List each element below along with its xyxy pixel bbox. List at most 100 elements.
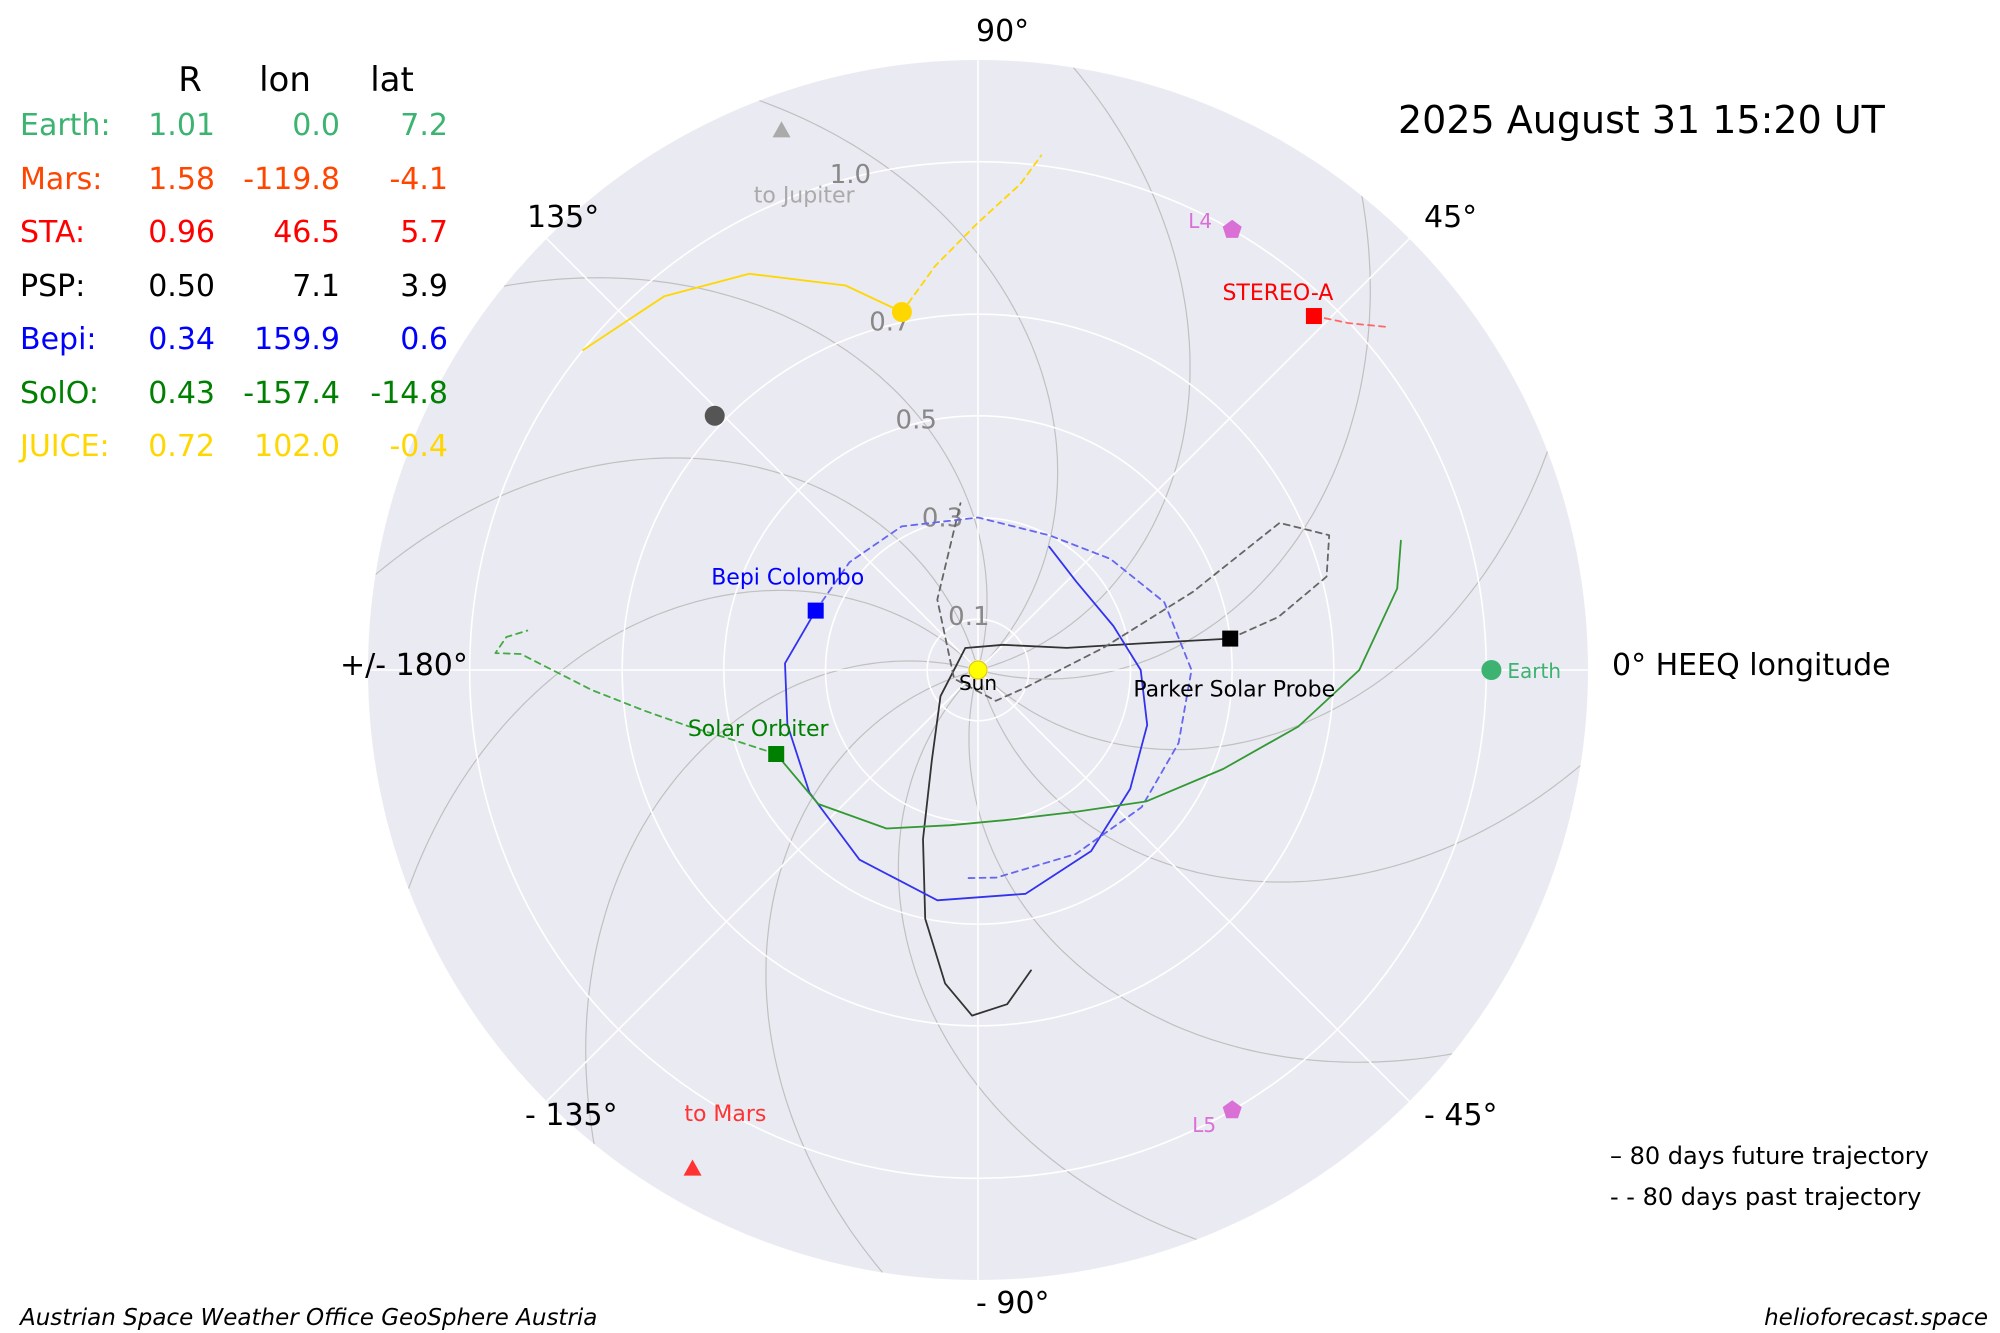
parker-spiral xyxy=(980,679,1581,883)
angle-label-m135: - 135° xyxy=(525,1098,618,1133)
table-r: 0.50 xyxy=(148,268,215,304)
direction-markers: to Jupiter to Mars xyxy=(683,121,856,1176)
table-lat: 3.9 xyxy=(400,268,448,304)
trajectory-past xyxy=(814,516,1193,879)
table-label: STA: xyxy=(20,215,86,250)
parker-spiral xyxy=(503,277,988,661)
object-label: Parker Solar Probe xyxy=(1133,678,1335,703)
object-marker xyxy=(1222,1100,1242,1119)
object-marker xyxy=(891,301,912,322)
object-label: Bepi Colombo xyxy=(711,566,864,591)
table-lat: 5.7 xyxy=(400,215,448,250)
table-lon: 7.1 xyxy=(292,268,340,304)
table-r: 0.72 xyxy=(148,429,215,464)
object-label: STEREO-A xyxy=(1222,281,1333,306)
object-label: L5 xyxy=(1192,1113,1216,1137)
parker-spiral xyxy=(407,589,972,889)
angle-label-m90: - 90° xyxy=(976,1286,1050,1321)
table-r: 1.01 xyxy=(148,108,215,143)
grid-spoke xyxy=(977,669,1410,1102)
table-lon: 102.0 xyxy=(254,429,340,464)
table-label: Mars: xyxy=(20,161,103,197)
angle-label-180: +/- 180° xyxy=(340,648,468,683)
table-r: 0.34 xyxy=(148,322,215,357)
legend-future: – 80 days future trajectory xyxy=(1610,1142,1929,1170)
legend-past: - - 80 days past trajectory xyxy=(1610,1183,1922,1211)
trajectory-past xyxy=(936,502,1331,702)
grid-spoke xyxy=(546,238,979,671)
table-lat: 7.2 xyxy=(400,108,448,143)
polar-grid xyxy=(368,60,1588,1280)
angle-label-45: 45° xyxy=(1424,200,1478,235)
trajectories xyxy=(494,154,1402,1017)
r-tick-label: 0.1 xyxy=(948,602,989,632)
parker-spiral xyxy=(984,451,1549,751)
object-marker xyxy=(1222,219,1242,238)
footer-right: helioforecast.space xyxy=(1764,1305,1988,1331)
trajectory-future xyxy=(582,272,903,351)
trajectory-past xyxy=(494,629,778,755)
table-lat: -14.8 xyxy=(370,375,448,411)
trajectory-past xyxy=(901,154,1043,313)
table-label: Bepi: xyxy=(20,322,97,357)
object-label: L4 xyxy=(1188,209,1212,233)
parker-spiral xyxy=(375,457,976,661)
trajectory-future xyxy=(775,539,1402,830)
direction-label: to Jupiter xyxy=(754,183,856,208)
direction-marker xyxy=(772,121,791,138)
footer-left: Austrian Space Weather Office GeoSphere … xyxy=(20,1305,598,1331)
object-label: Sun xyxy=(959,671,997,695)
parker-spiral xyxy=(987,195,1371,680)
parker-spiral xyxy=(765,672,969,1273)
parker-spiral xyxy=(585,660,969,1145)
table-lon: -157.4 xyxy=(243,375,340,411)
table-r: 0.43 xyxy=(148,375,215,411)
date-time: 2025 August 31 15:20 UT xyxy=(1398,98,1885,142)
table-lon: 0.0 xyxy=(292,108,340,143)
trajectory-future xyxy=(784,545,1149,902)
object-marker xyxy=(1305,308,1322,325)
parker-spiral xyxy=(759,99,1059,664)
header-r: R xyxy=(178,60,202,100)
table-label: SolO: xyxy=(20,375,99,411)
r-tick-label: 0.3 xyxy=(922,504,963,534)
r-tick-label: 0.5 xyxy=(896,405,937,435)
table-lat: 0.6 xyxy=(400,322,448,357)
object-marker xyxy=(704,405,725,426)
parker-spiral xyxy=(987,67,1191,668)
object-marker xyxy=(1481,660,1502,680)
header-lat: lat xyxy=(370,60,414,100)
object-label: Earth xyxy=(1507,659,1561,683)
trajectory-past xyxy=(1313,315,1388,328)
parker-spiral xyxy=(968,679,1453,1063)
angle-label-m45: - 45° xyxy=(1424,1098,1498,1133)
table-label: PSP: xyxy=(20,268,86,304)
table-label: Earth: xyxy=(20,108,111,143)
object-marker xyxy=(807,602,824,619)
angle-label-135: 135° xyxy=(527,200,600,235)
table-lat: -0.4 xyxy=(389,429,448,464)
parker-spiral xyxy=(897,676,1197,1241)
table-lat: -4.1 xyxy=(389,161,448,197)
radial-tick-labels: 0.10.30.50.71.0 xyxy=(830,160,990,632)
table-label: JUICE: xyxy=(20,429,110,464)
parker-spirals xyxy=(375,67,1581,1273)
table-lon: -119.8 xyxy=(243,161,340,197)
direction-label: to Mars xyxy=(684,1102,766,1127)
table-r: 0.96 xyxy=(148,215,215,250)
object-marker xyxy=(968,660,988,680)
r-tick-label: 1.0 xyxy=(830,160,871,190)
direction-marker xyxy=(683,1159,702,1176)
objects: Sun Earth STEREO-A Parker Solar Probe Bepi C… xyxy=(688,209,1561,1137)
table-r: 1.58 xyxy=(148,161,215,197)
grid-spoke xyxy=(977,238,1410,671)
object-marker xyxy=(1222,630,1239,647)
angle-label-90: 90° xyxy=(976,14,1030,49)
header-lon: lon xyxy=(259,60,311,100)
object-label: Solar Orbiter xyxy=(688,717,830,742)
object-marker xyxy=(768,746,785,763)
grid-spoke xyxy=(546,669,979,1102)
table-lon: 159.9 xyxy=(254,322,340,357)
trajectory-future xyxy=(922,637,1232,1017)
